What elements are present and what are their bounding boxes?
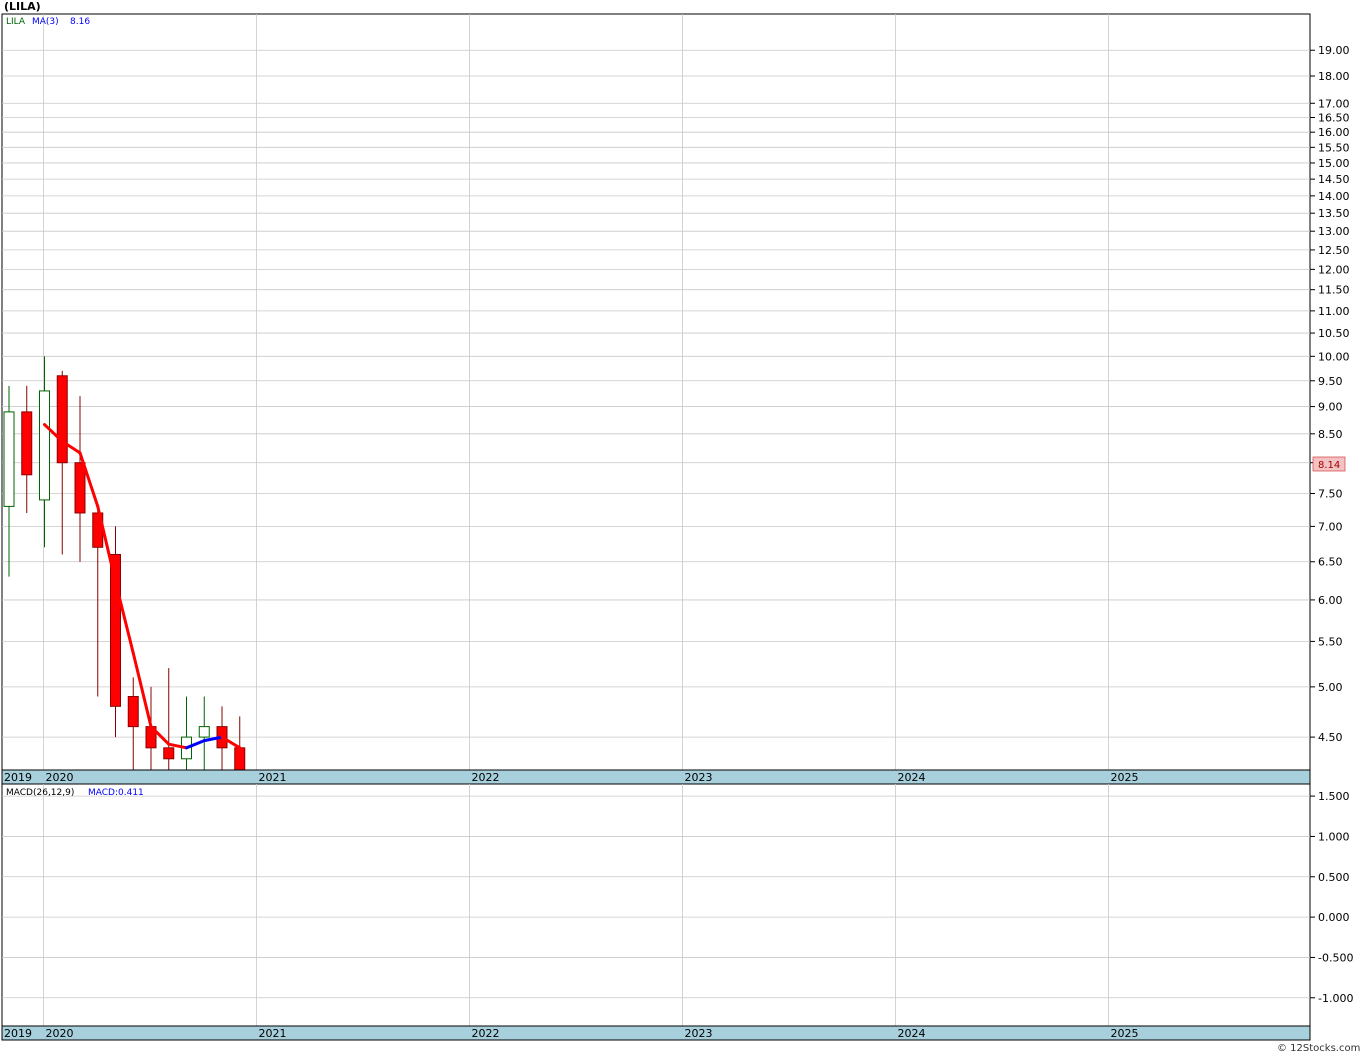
candle-body <box>163 747 175 760</box>
candle-body <box>3 411 15 507</box>
price-y-tick-label: 8.50 <box>1318 428 1343 441</box>
price-y-tick-label: 11.00 <box>1318 305 1350 318</box>
candle-body <box>198 726 210 738</box>
price-grid <box>2 14 1310 770</box>
price-x-axis-labels: 2019 2020 2021 2022 2023 2024 2025 <box>4 771 1139 784</box>
price-y-tick-label: 5.50 <box>1318 635 1343 648</box>
price-y-tick-label: 15.00 <box>1318 157 1350 170</box>
x-axis-year-label: 2024 <box>898 1027 926 1040</box>
candle-body <box>127 695 139 728</box>
x-axis-year-label: 2023 <box>685 1027 713 1040</box>
x-axis-year-label: 2024 <box>898 771 926 784</box>
ma-line-segment <box>114 580 135 655</box>
price-y-tick-label: 6.50 <box>1318 556 1343 569</box>
macd-y-tick-label: 1.500 <box>1318 790 1350 803</box>
ma-line-segment <box>43 423 64 443</box>
price-y-tick-label: 18.00 <box>1318 70 1350 83</box>
credit-text: © 12Stocks.com <box>1277 1043 1360 1054</box>
price-y-tick-label: 6.00 <box>1318 594 1343 607</box>
ma-line-segment <box>220 735 242 750</box>
price-y-tick-label: 7.50 <box>1318 488 1343 501</box>
last-price-tag: 8.14 <box>1318 460 1340 471</box>
price-y-axis: 4.505.005.506.006.507.007.508.008.509.00… <box>1310 44 1350 744</box>
price-marks <box>3 356 246 844</box>
candle-body <box>56 375 68 464</box>
price-panel <box>1 13 1311 771</box>
x-axis-year-label: 2022 <box>472 1027 500 1040</box>
price-y-tick-label: 11.50 <box>1318 284 1350 297</box>
macd-y-tick-label: 1.000 <box>1318 830 1350 843</box>
ma-line-segment <box>167 742 188 750</box>
macd-grid <box>2 784 1310 1026</box>
x-axis-year-label: 2021 <box>259 1027 287 1040</box>
x-axis-year-label: 2021 <box>259 771 287 784</box>
candle-body <box>110 553 121 707</box>
x-axis-year-label: 2019 <box>4 771 32 784</box>
legend-ma-label: MA(3) <box>32 17 59 27</box>
macd-legend-value: MACD:0.411 <box>88 788 144 798</box>
legend-symbol: LILA <box>6 17 26 27</box>
chart-title: (LILA) <box>4 0 41 13</box>
x-axis-year-label: 2023 <box>685 771 713 784</box>
price-y-tick-label: 16.50 <box>1318 112 1350 125</box>
ma-line-segment <box>78 451 100 508</box>
price-y-tick-label: 13.00 <box>1318 225 1350 238</box>
x-axis-year-label: 2025 <box>1111 1027 1139 1040</box>
ma-line-segment <box>149 725 171 746</box>
price-y-tick-label: 5.00 <box>1318 681 1343 694</box>
legend-ma-value: 8.16 <box>70 17 90 27</box>
price-y-tick-label: 12.00 <box>1318 263 1350 276</box>
price-y-tick-label: 19.00 <box>1318 44 1350 57</box>
price-y-tick-label: 7.00 <box>1318 520 1343 533</box>
price-y-tick-label: 4.50 <box>1318 731 1343 744</box>
x-axis-year-label: 2020 <box>46 771 74 784</box>
price-y-tick-label: 14.00 <box>1318 190 1350 203</box>
ma-line-segment <box>96 504 117 584</box>
macd-y-axis: 1.500 1.000 0.500 0.000 -0.500 -1.000 <box>1310 790 1353 1005</box>
price-y-tick-label: 10.50 <box>1318 327 1350 340</box>
candle-body <box>21 411 33 476</box>
price-y-tick-label: 10.00 <box>1318 350 1350 363</box>
macd-y-tick-label: -1.000 <box>1318 992 1353 1005</box>
ma-line-segment <box>60 439 82 455</box>
macd-x-axis-labels: 2019 2020 2021 2022 2023 2024 2025 <box>4 1027 1139 1040</box>
price-y-tick-label: 15.50 <box>1318 141 1350 154</box>
price-y-tick-label: 14.50 <box>1318 173 1350 186</box>
price-y-tick-label: 16.00 <box>1318 126 1350 139</box>
x-axis-year-label: 2025 <box>1111 771 1139 784</box>
x-axis-year-label: 2019 <box>4 1027 32 1040</box>
last-price-tag-box <box>1312 456 1346 472</box>
macd-y-tick-label: -0.500 <box>1318 951 1353 964</box>
price-y-tick-label: 13.50 <box>1318 207 1350 220</box>
ma-line-segment <box>185 739 206 750</box>
macd-x-axis-band <box>1 1025 1311 1041</box>
ma-line-segment <box>202 735 224 743</box>
macd-y-tick-label: 0.000 <box>1318 911 1350 924</box>
macd-panel <box>1 783 1311 1027</box>
price-y-tick-label: 9.00 <box>1318 401 1343 414</box>
macd-y-tick-label: 0.500 <box>1318 871 1350 884</box>
price-y-tick-label: 17.00 <box>1318 97 1350 110</box>
ma-line-segment <box>131 651 153 729</box>
candle-body <box>234 747 246 771</box>
macd-legend-label: MACD(26,12,9) <box>6 788 74 798</box>
x-axis-year-label: 2020 <box>46 1027 74 1040</box>
price-legend: LILA MA(3) 8.16 <box>6 17 90 27</box>
x-axis-year-label: 2022 <box>472 771 500 784</box>
candle-body <box>74 462 86 514</box>
candle-body <box>39 390 50 501</box>
price-y-tick-label: 9.50 <box>1318 375 1343 388</box>
price-y-tick-label: 12.50 <box>1318 244 1350 257</box>
